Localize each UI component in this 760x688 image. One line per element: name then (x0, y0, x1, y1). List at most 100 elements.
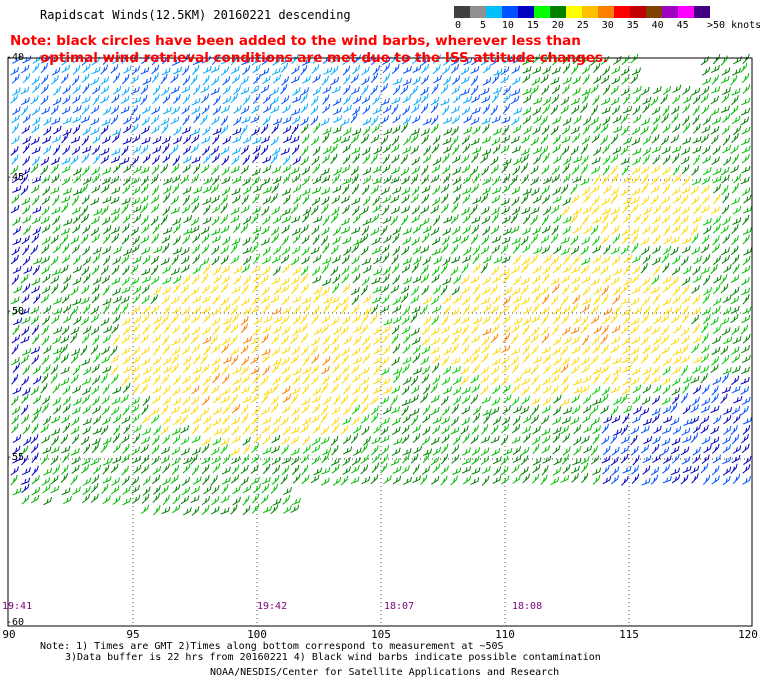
wind-barb (62, 385, 71, 395)
wind-barb (611, 105, 621, 115)
wind-barb (642, 96, 652, 105)
wind-barb (352, 106, 361, 116)
wind-barb (232, 496, 241, 506)
wind-barb (432, 463, 441, 474)
wind-barb (131, 134, 141, 144)
wind-barb (562, 225, 571, 235)
wind-barb (310, 414, 320, 424)
wind-barb (371, 237, 381, 246)
wind-barb (700, 133, 709, 144)
wind-barb (581, 345, 591, 355)
wind-barb (262, 266, 271, 276)
wind-barb (261, 206, 270, 216)
wind-barb (512, 415, 521, 426)
wind-barb (160, 214, 168, 225)
wind-barb (662, 366, 671, 376)
wind-barb (171, 106, 180, 115)
wind-barb (160, 257, 170, 266)
wind-barb (281, 246, 291, 256)
wind-barb (470, 353, 479, 364)
wind-barb (232, 194, 241, 204)
wind-barb (301, 404, 310, 414)
wind-barb (373, 424, 382, 434)
wind-barb (251, 232, 260, 244)
wind-barb (350, 476, 360, 485)
wind-barb (562, 446, 571, 456)
wind-barb (630, 226, 640, 236)
wind-barb (452, 316, 461, 326)
wind-barb (240, 316, 249, 326)
wind-barb (570, 213, 578, 224)
wind-barb (662, 85, 672, 96)
wind-barb (91, 474, 100, 485)
wind-barb (531, 374, 539, 386)
wind-barb (101, 395, 110, 405)
wind-barb (31, 354, 40, 365)
wind-barb (112, 386, 122, 395)
wind-barb (560, 363, 569, 373)
wind-barb (152, 356, 162, 366)
wind-barb (692, 265, 701, 276)
wind-barb (391, 96, 401, 105)
wind-barb (222, 303, 231, 313)
wind-barb (533, 384, 541, 395)
lon-label-110: 110 (495, 628, 515, 641)
wind-barb (502, 173, 511, 184)
wind-barb (342, 236, 352, 245)
wind-barb (250, 115, 260, 124)
wind-barb (252, 326, 261, 336)
wind-barb (623, 277, 632, 286)
wind-barb (153, 425, 161, 436)
wind-barb (42, 273, 51, 284)
wind-barb (131, 305, 141, 314)
wind-barb (480, 435, 490, 444)
wind-barb (562, 464, 571, 474)
wind-barb (692, 365, 701, 374)
wind-barb (83, 273, 91, 284)
wind-barb (332, 353, 340, 364)
wind-barb (382, 216, 392, 224)
wind-barb (330, 153, 338, 164)
wind-barb (223, 323, 231, 334)
wind-barb (51, 435, 59, 446)
wind-barb (532, 464, 541, 474)
wind-barb (230, 334, 238, 345)
wind-barb (702, 155, 711, 164)
wind-barb (672, 145, 682, 154)
wind-barb (401, 264, 411, 274)
wind-barb (472, 405, 482, 416)
wind-barb (570, 356, 580, 366)
wind-barb (500, 455, 509, 466)
wind-barb (261, 286, 270, 296)
wind-barb (582, 74, 590, 85)
wind-barb (390, 457, 400, 466)
wind-barb (210, 184, 219, 194)
wind-barb (720, 274, 728, 285)
wind-barb (242, 246, 252, 254)
wind-barb (251, 168, 261, 176)
wind-barb (431, 164, 441, 174)
wind-barb (172, 183, 180, 194)
wind-barb (541, 124, 550, 135)
wind-barb (373, 376, 383, 385)
wind-barb (310, 95, 319, 106)
wind-barb (22, 244, 30, 256)
wind-barb (61, 157, 71, 165)
wind-barb (101, 135, 111, 144)
wind-barb (531, 314, 540, 324)
wind-barb (692, 145, 702, 154)
wind-barb (111, 323, 119, 334)
wind-barb (321, 467, 331, 475)
wind-barb (311, 314, 319, 325)
colorbar-unit-label: >50 knots (707, 20, 760, 31)
wind-barb (342, 315, 351, 325)
wind-barb (280, 315, 290, 325)
wind-barb (182, 384, 192, 394)
wind-barb (450, 416, 459, 426)
wind-barb (432, 157, 442, 166)
wind-barb (31, 75, 40, 86)
wind-barb (672, 164, 680, 176)
wind-barb (470, 75, 479, 86)
wind-barb (211, 216, 220, 226)
wind-barb (161, 136, 171, 145)
